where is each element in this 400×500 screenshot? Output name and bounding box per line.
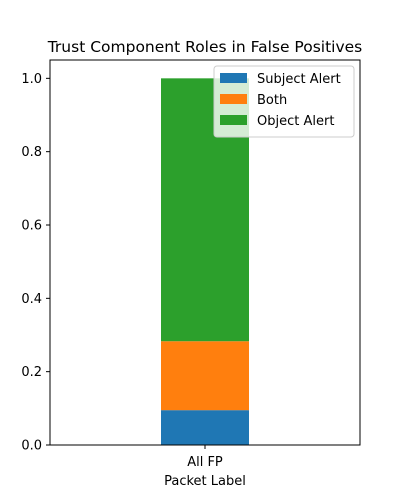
- legend-label: Object Alert: [257, 114, 334, 129]
- legend: Subject Alert Both Object Alert: [213, 65, 355, 138]
- bar-segment-subject-alert: [161, 410, 249, 445]
- y-tick-label: 0.8: [21, 145, 42, 160]
- bar-segment-both: [161, 341, 249, 411]
- legend-swatch: [220, 115, 247, 125]
- x-tick-label: All FP: [187, 455, 223, 470]
- y-axis: 0.0 0.2 0.4 0.6 0.8 1.0: [21, 72, 50, 454]
- legend-swatch: [220, 94, 247, 104]
- legend-label: Subject Alert: [257, 72, 341, 87]
- x-axis: All FP: [187, 445, 223, 470]
- y-tick-label: 0.4: [21, 292, 42, 307]
- legend-swatch: [220, 73, 247, 83]
- chart-title: Trust Component Roles in False Positives: [47, 38, 363, 56]
- legend-box: [213, 65, 355, 138]
- y-tick-label: 0.6: [21, 219, 42, 234]
- x-axis-label: Packet Label: [164, 474, 246, 489]
- y-tick-label: 0.0: [21, 439, 42, 454]
- legend-label: Both: [257, 93, 287, 108]
- bar-group: [161, 78, 249, 445]
- y-tick-label: 0.2: [21, 365, 42, 380]
- y-tick-label: 1.0: [21, 72, 42, 87]
